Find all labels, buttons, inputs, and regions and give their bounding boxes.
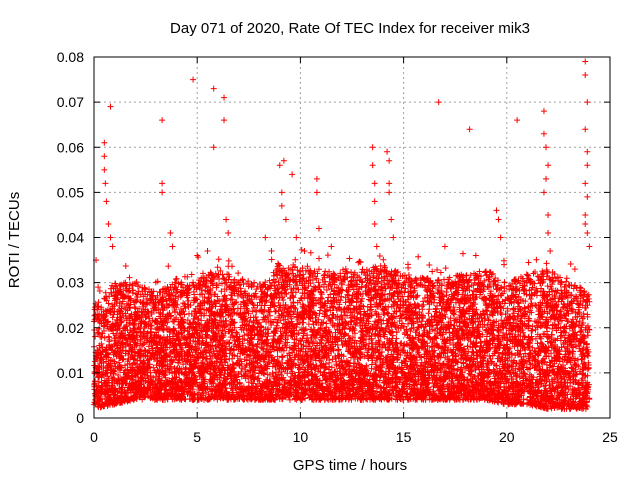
y-tick-label: 0.02: [57, 320, 84, 336]
y-tick-label: 0.01: [57, 365, 84, 381]
x-tick-label: 25: [602, 429, 618, 445]
axis-ticks: 0 5 10 15 20 25 0 0.01 0.02 0.03 0.04 0.05 0.06 0.07 0…: [57, 49, 618, 445]
y-tick-label: 0.07: [57, 94, 84, 110]
chart-title: Day 071 of 2020, Rate Of TEC Index for r…: [170, 20, 530, 37]
y-tick-label: 0.08: [57, 49, 84, 65]
x-tick-label: 15: [396, 429, 412, 445]
x-tick-label: 0: [90, 429, 98, 445]
y-tick-label: 0: [76, 410, 84, 426]
y-tick-label: 0.05: [57, 184, 84, 200]
y-tick-label: 0.06: [57, 139, 84, 155]
y-tick-label: 0.04: [57, 230, 84, 246]
x-tick-label: 20: [499, 429, 515, 445]
x-axis-label: GPS time / hours: [293, 457, 407, 474]
x-tick-label: 5: [193, 429, 201, 445]
y-axis-label: ROTI / TECUs: [6, 192, 23, 288]
y-tick-label: 0.03: [57, 275, 84, 291]
x-tick-label: 10: [293, 429, 309, 445]
